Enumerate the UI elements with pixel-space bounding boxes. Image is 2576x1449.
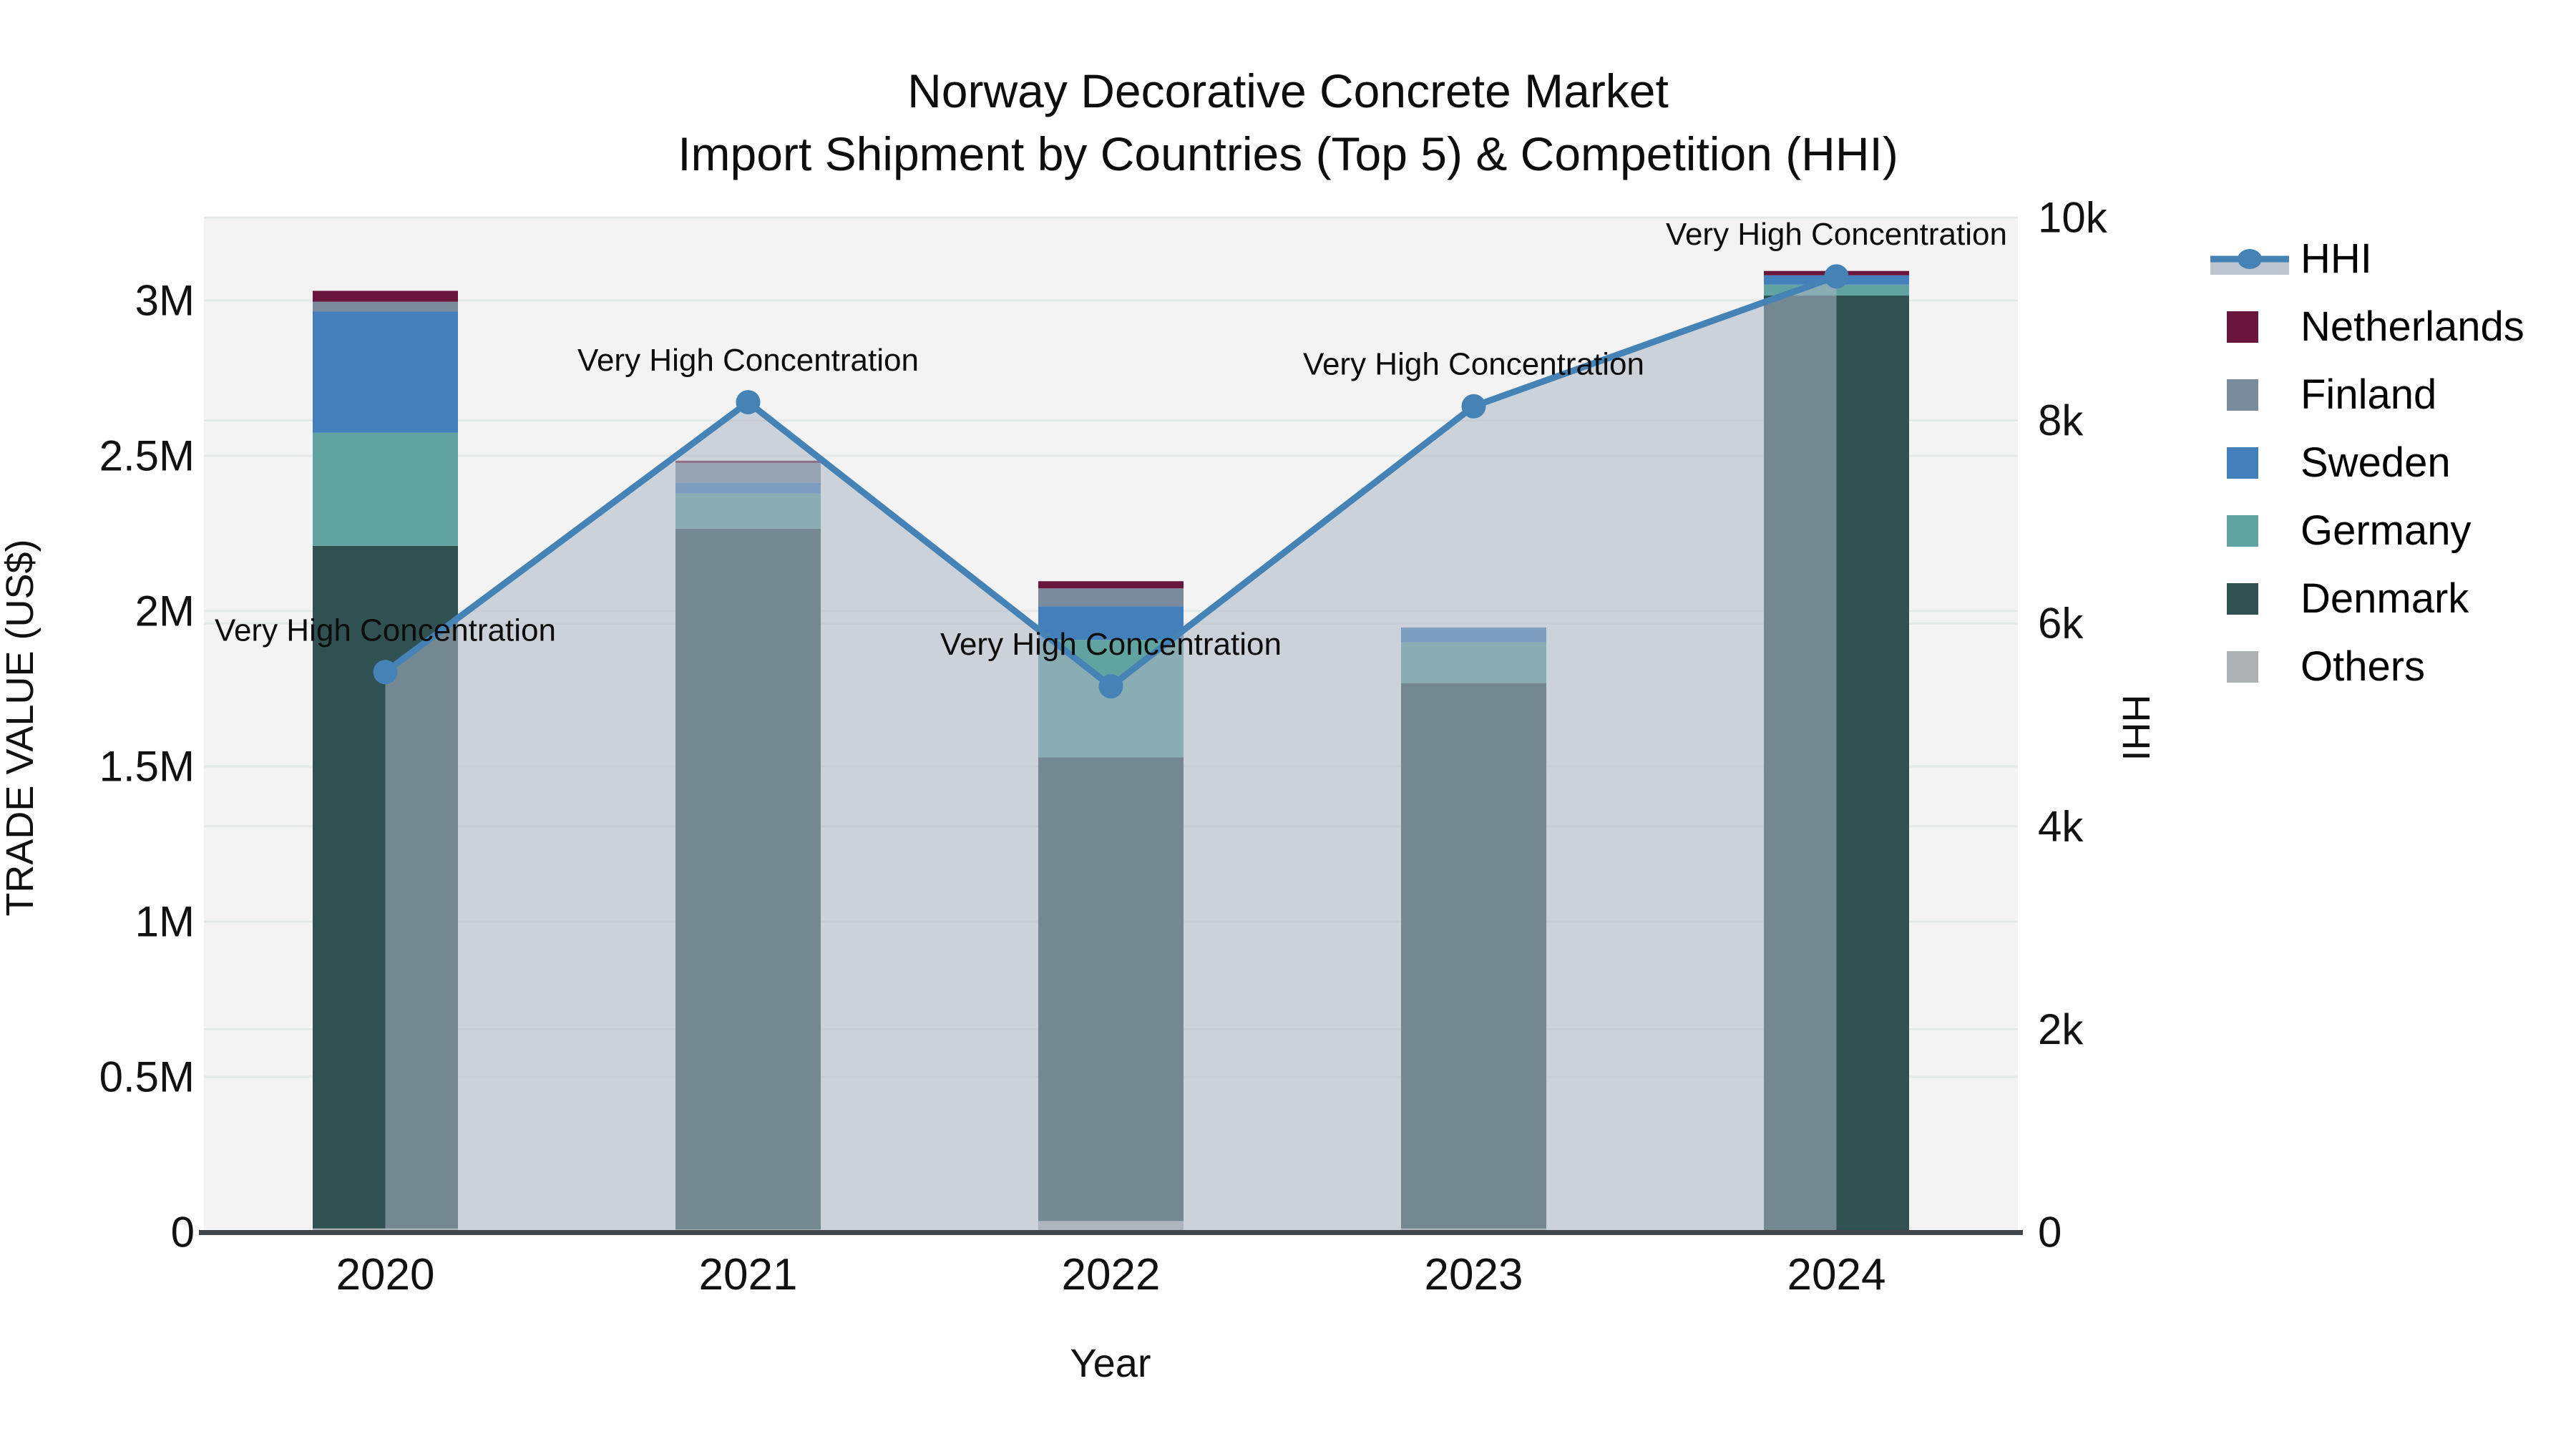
y-left-tick-0.5M: 0.5M — [99, 1053, 195, 1101]
bar-segment-germany-2020 — [313, 432, 458, 546]
y-right-tick-2k: 2k — [2038, 1005, 2084, 1053]
legend-label-netherlands: Netherlands — [2301, 303, 2524, 350]
swatch-netherlands — [2227, 311, 2258, 343]
color-swatch-icon — [2207, 311, 2292, 343]
chart-title: Norway Decorative Concrete Market Import… — [0, 60, 2576, 186]
legend-label-germany: Germany — [2301, 507, 2472, 554]
y-right-tick-8k: 8k — [2038, 396, 2084, 444]
y-left-tick-3M: 3M — [135, 276, 195, 324]
annotation-2020: Very High Concentration — [215, 613, 556, 648]
legend-label-others: Others — [2301, 643, 2426, 690]
swatch-others — [2227, 650, 2258, 683]
bar-segment-sweden-2020 — [313, 311, 458, 433]
legend-label-sweden: Sweden — [2301, 439, 2451, 486]
x-tick-2023: 2023 — [1425, 1250, 1523, 1299]
color-swatch-icon — [2207, 650, 2292, 683]
hhi-line-icon — [2207, 238, 2292, 280]
y-axis-title-right: HHI — [2114, 694, 2157, 761]
chart-title-line2: Import Shipment by Countries (Top 5) & C… — [678, 127, 1898, 180]
legend-item-hhi[interactable]: HHI — [2207, 225, 2524, 293]
y-left-tick-0: 0 — [171, 1209, 195, 1257]
swatch-germany — [2227, 514, 2258, 547]
legend-item-germany[interactable]: Germany — [2207, 497, 2524, 565]
color-swatch-icon — [2207, 514, 2292, 547]
annotation-2021: Very High Concentration — [577, 343, 919, 378]
y-right-tick-4k: 4k — [2038, 802, 2084, 850]
hhi-marker-2023 — [1461, 394, 1486, 419]
bar-segment-netherlands-2020 — [313, 291, 458, 302]
x-axis-title: Year — [1070, 1340, 1151, 1385]
color-swatch-icon — [2207, 379, 2292, 411]
hhi-marker-2022 — [1098, 674, 1123, 699]
y-left-tick-2.5M: 2.5M — [99, 431, 195, 479]
legend-item-netherlands[interactable]: Netherlands — [2207, 293, 2524, 361]
legend-item-sweden[interactable]: Sweden — [2207, 429, 2524, 497]
legend-label-denmark: Denmark — [2301, 575, 2469, 622]
hhi-marker-2021 — [736, 390, 761, 415]
legend: HHI Netherlands Finland Sweden Germany Denmar… — [2207, 225, 2524, 701]
x-axis-line — [199, 1230, 2023, 1235]
swatch-sweden — [2227, 447, 2258, 479]
y-left-tick-2M: 2M — [135, 587, 195, 635]
color-swatch-icon — [2207, 582, 2292, 615]
bar-segment-finland-2022 — [1038, 588, 1184, 607]
bar-segment-finland-2020 — [313, 301, 458, 312]
bar-segment-sweden-2022 — [1038, 606, 1184, 640]
annotation-2024: Very High Concentration — [1666, 217, 2007, 252]
swatch-denmark — [2227, 582, 2258, 615]
hhi-marker-2024 — [1824, 264, 1849, 289]
legend-item-finland[interactable]: Finland — [2207, 361, 2524, 429]
y-left-tick-1.5M: 1.5M — [99, 742, 195, 790]
legend-item-others[interactable]: Others — [2207, 633, 2524, 701]
swatch-finland — [2227, 379, 2258, 411]
legend-item-denmark[interactable]: Denmark — [2207, 565, 2524, 633]
x-tick-2022: 2022 — [1062, 1250, 1161, 1299]
x-tick-2020: 2020 — [336, 1250, 435, 1299]
hhi-area-fill — [385, 276, 1837, 1232]
y-right-tick-6k: 6k — [2038, 600, 2084, 648]
x-tick-2021: 2021 — [699, 1250, 798, 1299]
y-left-tick-1M: 1M — [135, 897, 195, 945]
y-axis-title-left: TRADE VALUE (US$) — [0, 539, 42, 917]
y-right-tick-10k: 10k — [2038, 194, 2108, 242]
legend-label-finland: Finland — [2301, 371, 2437, 418]
legend-label-hhi: HHI — [2301, 235, 2372, 282]
hhi-marker-2020 — [373, 660, 398, 685]
color-swatch-icon — [2207, 447, 2292, 479]
annotation-2022: Very High Concentration — [940, 627, 1282, 662]
chart-title-line1: Norway Decorative Concrete Market — [907, 64, 1669, 117]
x-tick-2024: 2024 — [1787, 1250, 1886, 1299]
y-right-tick-0: 0 — [2038, 1209, 2062, 1257]
annotation-2023: Very High Concentration — [1303, 347, 1644, 382]
bar-segment-netherlands-2022 — [1038, 581, 1184, 589]
